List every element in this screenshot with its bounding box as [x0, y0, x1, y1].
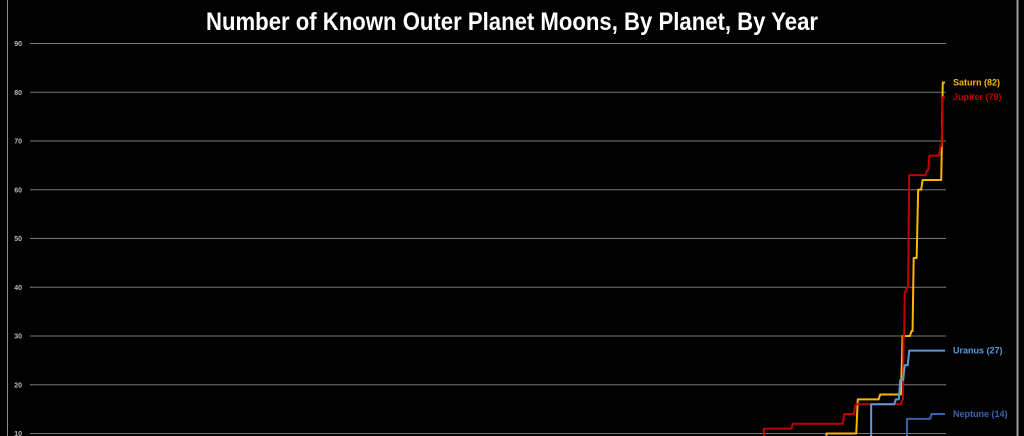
series-label-saturn: Saturn (82): [953, 78, 1000, 88]
y-tick-80: 80: [14, 90, 22, 97]
series-label-uranus: Uranus (27): [953, 346, 1003, 356]
gridlines: [30, 43, 946, 434]
y-tick-labels: 10 20 30 40 50 60 70 80 90: [14, 41, 22, 436]
y-tick-50: 50: [14, 236, 22, 243]
y-tick-90: 90: [14, 41, 22, 48]
y-tick-30: 30: [14, 334, 22, 341]
y-tick-10: 10: [14, 431, 22, 436]
series-line-saturn: [825, 81, 945, 436]
series-labels: Saturn (82) Jupiter (79) Uranus (27) Neptun…: [953, 78, 1008, 420]
series-label-jupiter: Jupiter (79): [953, 92, 1002, 102]
chart-title: Number of Known Outer Planet Moons, By P…: [206, 8, 818, 36]
y-tick-20: 20: [14, 382, 22, 389]
y-tick-70: 70: [14, 139, 22, 146]
series-line-uranus: [870, 349, 945, 436]
y-tick-60: 60: [14, 187, 22, 194]
series-line-jupiter: [762, 96, 945, 436]
series-line-neptune: [905, 413, 945, 436]
series-lines: [762, 81, 945, 436]
series-label-neptune: Neptune (14): [953, 409, 1008, 419]
y-tick-40: 40: [14, 285, 22, 292]
